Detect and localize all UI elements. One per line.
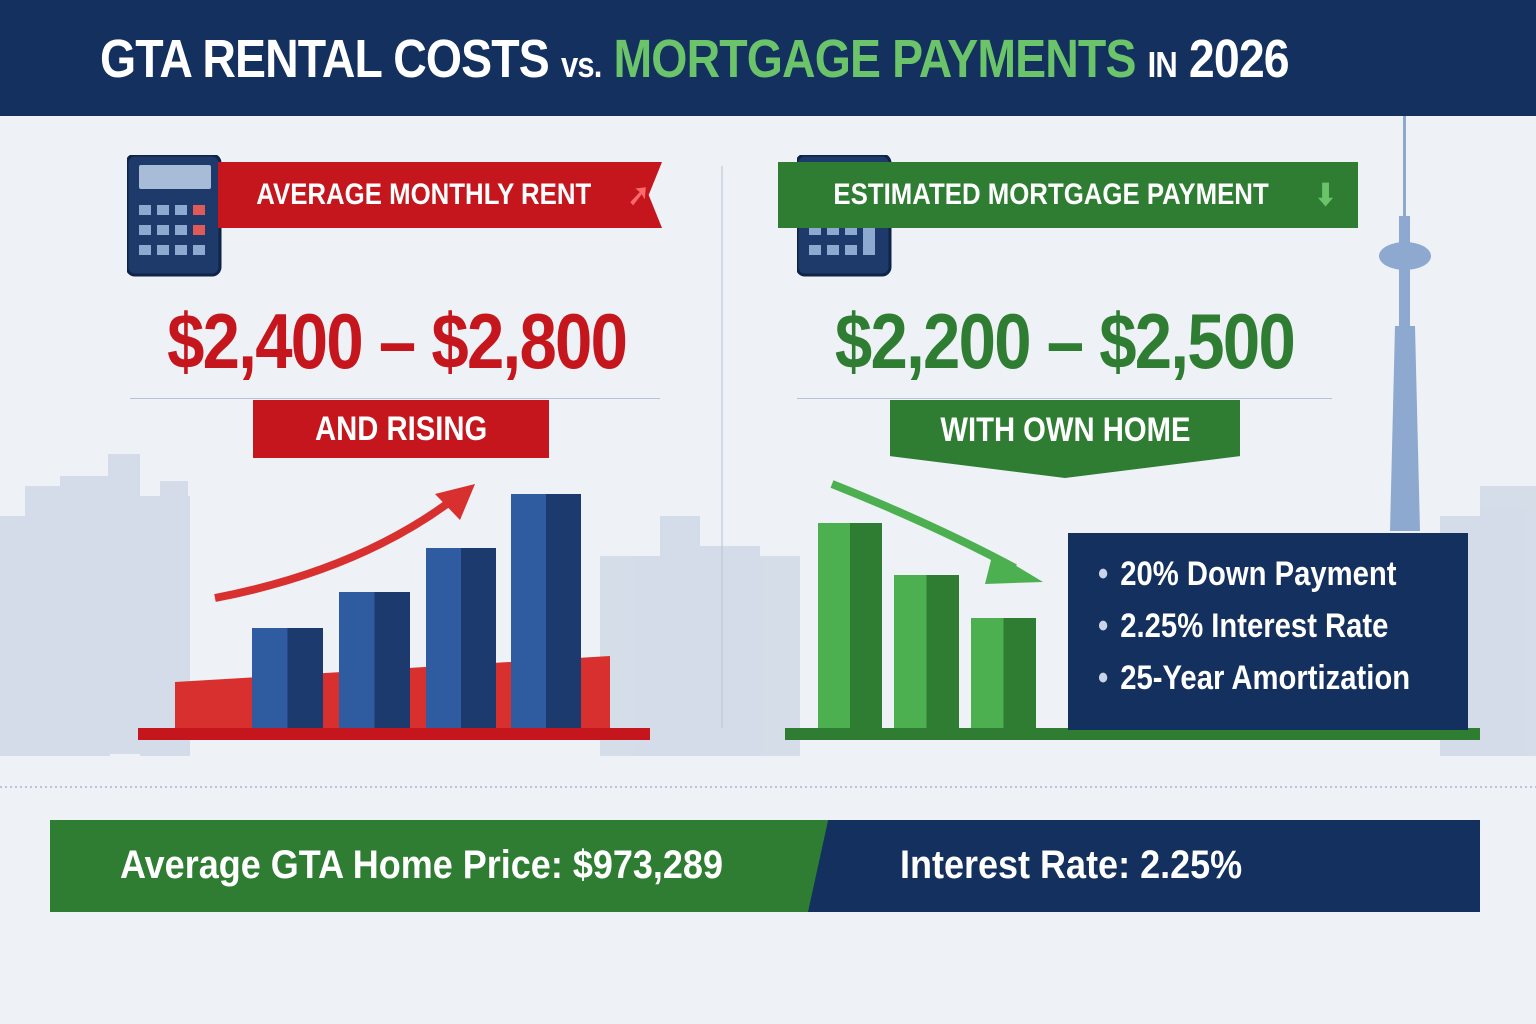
assumption-item: 25-Year Amortization [1098, 659, 1416, 711]
bar [818, 523, 850, 728]
page-title: GTA RENTAL COSTS vs. MORTGAGE PAYMENTS I… [100, 29, 1290, 89]
bar-shade [1003, 618, 1036, 728]
bar-shade [546, 494, 581, 728]
home-price-text: Average GTA Home Price: $973,289 [120, 843, 723, 887]
bar [971, 618, 1004, 728]
divider [797, 398, 1332, 399]
trend-down-arrow-icon: ⬇ [1314, 178, 1336, 212]
bar [339, 592, 375, 728]
mortgage-range: $2,200 – $2,500 [834, 297, 1296, 385]
mortgage-banner: ESTIMATED MORTGAGE PAYMENT ⬇ [778, 162, 1358, 228]
bar-shade [461, 548, 496, 728]
assumptions-box: 20% Down Payment 2.25% Interest Rate 25-… [1068, 533, 1468, 730]
assumption-item: 20% Down Payment [1098, 555, 1416, 607]
rent-banner: AVERAGE MONTHLY RENT ➚ [218, 162, 662, 228]
rent-baseline [138, 728, 650, 740]
arrow-head-icon [985, 552, 1043, 584]
home-price-band [50, 820, 830, 912]
trend-up-arrow-icon: ➚ [627, 178, 650, 212]
bar-shade [926, 575, 959, 728]
arrow-head-icon [435, 484, 475, 520]
cn-tower-icon [1379, 116, 1431, 531]
assumption-item: 2.25% Interest Rate [1098, 607, 1416, 659]
interest-rate-text: Interest Rate: 2.25% [900, 843, 1243, 887]
bar-shade [287, 628, 323, 728]
interest-rate-band [808, 820, 1480, 912]
bar [426, 548, 461, 728]
mortgage-falling-chart [785, 480, 1480, 740]
rent-tag: AND RISING [253, 400, 549, 458]
mortgage-baseline [785, 728, 1480, 740]
trend-up-arrow [214, 494, 458, 602]
divider [130, 398, 660, 399]
bar-shade [850, 523, 882, 728]
calculator-icon [127, 155, 222, 277]
city-skyline-background [0, 116, 1536, 788]
bar [894, 575, 927, 728]
header-band [0, 0, 1536, 116]
rent-rising-chart [138, 484, 650, 740]
bar-shade [374, 592, 410, 728]
rent-range: $2,400 – $2,800 [167, 297, 628, 385]
bar [511, 494, 546, 728]
bar [252, 628, 288, 728]
